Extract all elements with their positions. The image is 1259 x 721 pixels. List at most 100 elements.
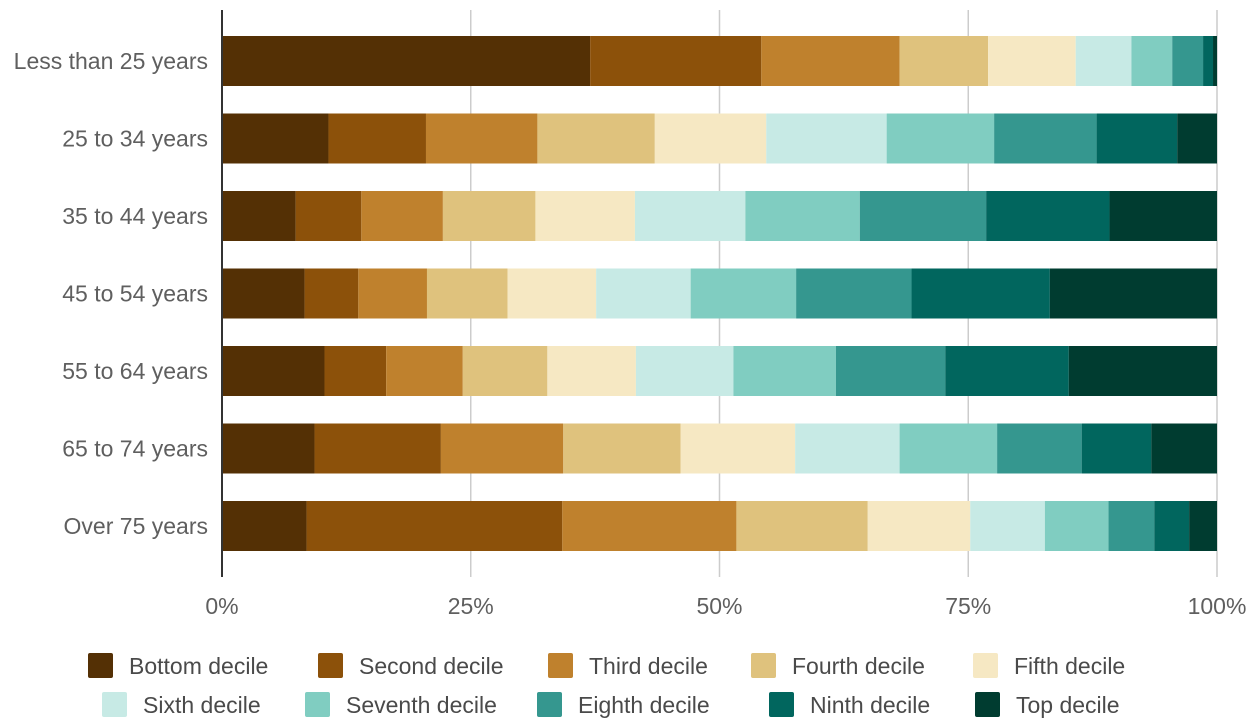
legend-label: Fourth decile [792,653,925,679]
legend-item: Top decile [975,692,1120,718]
bar-segment [547,346,636,396]
bar-segment [222,268,305,319]
x-tick-labels: 0% 25% 50% 75% 100% [205,593,1246,619]
bar-segment [997,423,1082,474]
bar-segment [306,501,563,551]
bar-segment [222,501,307,551]
x-tick-label: 100% [1188,593,1247,619]
x-tick-label: 25% [448,593,494,619]
bar-segment [222,113,329,164]
bar-segment [426,268,508,319]
legend-swatch [102,692,127,717]
bar-segment [733,346,836,396]
category-label: 65 to 74 years [62,436,208,462]
bar-segment [1068,346,1217,396]
bar-segment [1081,423,1152,474]
bar-segment [222,346,325,396]
bar-segment [988,36,1076,86]
bar-segment [222,36,591,86]
bar-segment [899,423,998,474]
legend-swatch [318,653,343,678]
bar-segment [736,501,868,551]
bar-segment [745,191,860,241]
legend-swatch [975,692,1000,717]
bar-segment [986,191,1110,241]
bar-segment [654,113,767,164]
legend-item: Third decile [548,653,708,679]
category-label: Over 75 years [64,513,208,539]
legend-swatch [973,653,998,678]
bar-segment [590,36,762,86]
bar-segment [761,36,900,86]
bar-segment [1177,113,1217,164]
legend: Bottom decile Second decile Third decile Fo… [88,653,1125,718]
legend-item: Sixth decile [102,692,261,718]
bar-segment [867,501,971,551]
category-label: 55 to 64 years [62,358,208,384]
bars [222,36,1217,551]
legend-item: Second decile [318,653,504,679]
bar-segment [1203,36,1214,86]
legend-label: Second decile [359,653,504,679]
bar-segment [796,268,912,319]
bar-segment [970,501,1045,551]
bar-segment [358,268,427,319]
bar-segment [1172,36,1204,86]
bar-segment [886,113,995,164]
bar-segment [1044,501,1109,551]
legend-label: Ninth decile [810,692,930,718]
legend-label: Seventh decile [346,692,497,718]
bar-segment [945,346,1069,396]
bar-segment [1075,36,1132,86]
bar-segment [596,268,691,319]
legend-label: Sixth decile [143,692,261,718]
bar-segment [304,268,359,319]
legend-swatch [548,653,573,678]
bar-segment [563,423,681,474]
bar-segment [1109,191,1217,241]
bar-segment [635,346,734,396]
category-labels: Less than 25 years 25 to 34 years 35 to 44… [14,48,208,539]
bar-segment [1189,501,1217,551]
bar-segment [442,191,536,241]
legend-item: Fourth decile [751,653,925,679]
bar-segment [835,346,946,396]
bar-segment [537,113,655,164]
bar-segment [361,191,443,241]
bar-segment [899,36,989,86]
legend-swatch [305,692,330,717]
bar-segment [1131,36,1173,86]
legend-swatch [751,653,776,678]
legend-item: Seventh decile [305,692,497,718]
bar-segment [690,268,797,319]
legend-swatch [537,692,562,717]
bar-segment [440,423,564,474]
bar-segment [859,191,987,241]
bar-segment [386,346,463,396]
bar-segment [795,423,900,474]
legend-label: Bottom decile [129,653,268,679]
bar-segment [314,423,441,474]
x-tick-label: 50% [696,593,742,619]
legend-swatch [769,692,794,717]
legend-item: Ninth decile [769,692,930,718]
bar-segment [1049,268,1217,319]
bar-segment [994,113,1097,164]
bar-segment [680,423,796,474]
legend-swatch [88,653,113,678]
bar-segment [222,191,296,241]
bar-segment [634,191,746,241]
bar-segment [324,346,387,396]
category-label: Less than 25 years [14,48,208,74]
bar-segment [535,191,635,241]
legend-label: Third decile [589,653,708,679]
legend-label: Eighth decile [578,692,710,718]
bar-segment [766,113,887,164]
legend-item: Eighth decile [537,692,710,718]
bar-segment [1096,113,1178,164]
bar-segment [295,191,362,241]
bar-segment [328,113,426,164]
x-tick-label: 0% [205,593,238,619]
legend-item: Bottom decile [88,653,268,679]
